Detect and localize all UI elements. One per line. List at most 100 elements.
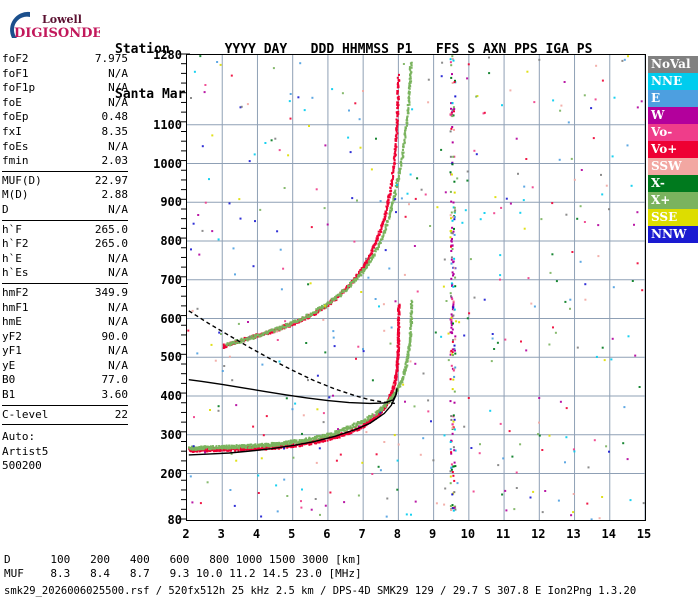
param-key: hmF2 [2, 285, 29, 299]
polarization-direction-legend[interactable]: NoVal NNE E W Vo- Vo+ SSW X- X+ SSE NNW [648, 56, 698, 243]
legend-item-vo[interactable]: Vo- [648, 124, 698, 141]
param-row-hes: h`Es N/A [2, 266, 128, 281]
divider [2, 219, 128, 221]
model-curve-profile-solid [188, 379, 398, 456]
auto-line-2: 500200 [2, 459, 42, 473]
param-row-hf2: h`F2 265.0 [2, 237, 128, 252]
y-tick-label-300: 300 [160, 427, 182, 442]
y-tick-label-900: 900 [160, 195, 182, 210]
lowell-digisonde-logo: Lowell DIGISONDE [4, 8, 100, 46]
source-file-info: smk29_2026006025500.rsf / 520fx512h 25 k… [4, 585, 637, 597]
y-tick-label-80: 80 [167, 513, 182, 527]
param-value: N/A [108, 344, 128, 358]
x-tick-label-15: 15 [636, 527, 652, 541]
param-value: 77.0 [101, 373, 129, 387]
y-tick-label-500: 500 [160, 350, 182, 365]
param-key: fmin [2, 154, 29, 168]
param-key: B0 [2, 373, 16, 387]
divider [2, 170, 128, 172]
legend-item-vo[interactable]: Vo+ [648, 141, 698, 158]
param-row-fof2: foF2 7.975 [2, 52, 128, 67]
y-tick-label-1280: 1280 [153, 48, 182, 62]
background-noise [187, 55, 645, 520]
legend-item-x[interactable]: X+ [648, 192, 698, 209]
param-value: 22.97 [94, 173, 128, 187]
x-tick-label-13: 13 [566, 527, 581, 541]
legend-item-ssw[interactable]: SSW [648, 158, 698, 175]
param-value: N/A [108, 358, 128, 372]
param-value: N/A [108, 202, 128, 216]
param-row-fxi: fxI 8.35 [2, 125, 128, 140]
param-row-fof1p: foF1p N/A [2, 81, 128, 96]
param-row-b0: B0 77.0 [2, 373, 128, 388]
y-tick-label-1000: 1000 [153, 156, 182, 171]
legend-item-sse[interactable]: SSE [648, 209, 698, 226]
y-tick-label-200: 200 [160, 466, 182, 481]
param-value: N/A [108, 139, 128, 153]
param-key: yF1 [2, 344, 22, 358]
x-tick-label-14: 14 [601, 527, 616, 541]
param-key: foE [2, 95, 22, 109]
param-key: fxI [2, 124, 22, 138]
param-key: MUF(D) [2, 173, 42, 187]
legend-item-nnw[interactable]: NNW [648, 226, 698, 243]
legend-item-w[interactable]: W [648, 107, 698, 124]
muf-distance-table: D 100 200 400 600 800 1000 1500 3000 [km… [4, 553, 362, 581]
param-group-true-heights: hmF2 349.9 hmF1 N/A hmE N/A yF2 90.0 yF1 N/A yE N/A… [2, 286, 128, 403]
footer-muf-row: MUF 8.3 8.4 8.7 9.3 10.0 11.2 14.5 23.0 … [4, 567, 362, 580]
data-points [188, 61, 455, 453]
x-tick-label-3: 3 [217, 527, 225, 541]
param-row-mufd: MUF(D) 22.97 [2, 174, 128, 189]
param-key: h`F [2, 222, 22, 236]
param-value: 0.48 [101, 110, 129, 124]
y-axis-labels: 80 200 300 400 500 600 700 800 900 1000 1100 1280 [148, 48, 182, 528]
legend-item-nne[interactable]: NNE [648, 73, 698, 90]
legend-item-x[interactable]: X- [648, 175, 698, 192]
legend-item-noval[interactable]: NoVal [648, 56, 698, 73]
param-group-clevel: C-level 22 [2, 408, 128, 423]
param-row-clevel: C-level 22 [2, 408, 128, 423]
param-key: foEp [2, 110, 29, 124]
param-row-hme: hmE N/A [2, 315, 128, 330]
x-tick-label-11: 11 [495, 527, 511, 541]
ionospheric-parameters-panel: foF2 7.975 foF1 N/A foF1p N/A foE N/A foEp 0.48 fx… [2, 52, 128, 474]
param-key: B1 [2, 388, 16, 402]
param-value: 349.9 [94, 285, 128, 299]
param-key: C-level [2, 407, 49, 421]
param-row-md: M(D) 2.88 [2, 188, 128, 203]
y-tick-label-400: 400 [160, 389, 182, 403]
param-key: h`Es [2, 266, 29, 280]
param-key: h`F2 [2, 237, 29, 251]
auto-line-0: Auto: [2, 430, 36, 444]
ionogram-plot-area[interactable] [186, 54, 646, 521]
autoscaler-info: Auto: Artist5 500200 [2, 430, 128, 474]
x-tick-label-12: 12 [531, 527, 546, 541]
param-value: 2.88 [101, 188, 129, 202]
x-tick-label-4: 4 [252, 527, 261, 541]
y-tick-label-600: 600 [160, 311, 182, 326]
x-tick-label-5: 5 [288, 527, 296, 541]
param-value: N/A [108, 95, 128, 109]
model-curve-muf-dashed [188, 310, 395, 405]
param-value: N/A [108, 315, 128, 329]
param-row-hmf1: hmF1 N/A [2, 301, 128, 316]
param-row-d: D N/A [2, 203, 128, 218]
param-key: foF1 [2, 66, 29, 80]
param-value: N/A [108, 251, 128, 265]
param-group-virtual-heights: h`F 265.0 h`F2 265.0 h`E N/A h`Es N/A [2, 223, 128, 281]
param-row-fof1: foF1 N/A [2, 67, 128, 82]
param-key: M(D) [2, 188, 29, 202]
divider [2, 282, 128, 284]
y-tick-label-700: 700 [160, 272, 182, 287]
param-key: foF2 [2, 52, 29, 65]
param-row-ye: yE N/A [2, 359, 128, 374]
x-tick-label-7: 7 [358, 527, 366, 541]
legend-item-e[interactable]: E [648, 90, 698, 107]
param-key: yE [2, 358, 16, 372]
param-row-fmin: fmin 2.03 [2, 154, 128, 169]
param-value: 265.0 [94, 237, 128, 251]
param-value: 22 [114, 407, 128, 421]
param-key: D [2, 202, 9, 216]
x-tick-label-2: 2 [182, 527, 190, 541]
